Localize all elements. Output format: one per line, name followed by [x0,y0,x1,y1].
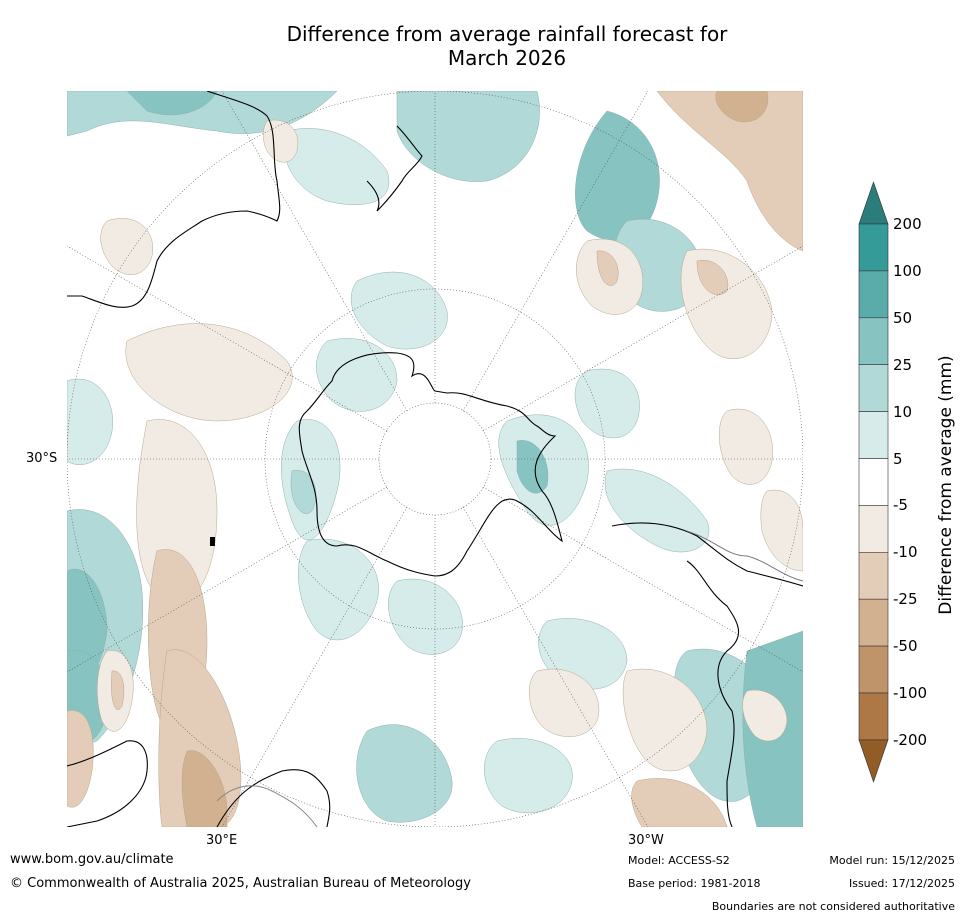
colorbar-tick-label: 50 [893,308,913,327]
colorbar-tick-label: -5 [893,496,908,515]
footer-url[interactable]: www.bom.gov.au/climate [10,852,174,867]
colorbar-tick-label: -10 [893,543,918,562]
footer-base-period: Base period: 1981-2018 [628,877,761,890]
colorbar-band [858,598,889,647]
colorbar-tick-label: -25 [893,590,918,609]
colorbar-tick-label: 5 [893,449,903,468]
colorbar-tick-label: 25 [893,355,913,374]
map-title: Difference from average rainfall forecas… [0,22,965,70]
colorbar-band [858,505,889,553]
antarctica-outline [298,352,563,577]
title-line-1: Difference from average rainfall forecas… [286,22,728,46]
lat-label-30s: 30°S [26,451,58,466]
colorbar-band [858,458,889,506]
colorbar-swatches [858,181,889,783]
south-america-outline [611,522,803,827]
australia-outline [67,91,281,308]
colorbar-band [858,551,889,600]
rainfall-anomaly-map [67,91,803,827]
africa-outline [67,740,331,827]
colorbar-tick-label: 100 [893,261,922,280]
south-america-border [686,530,803,582]
footer-issued: Issued: 17/12/2025 [848,877,955,890]
colorbar-bottom-arrow [858,739,889,783]
dry-anomaly-regions [67,91,803,827]
colorbar-band [858,317,889,365]
footer-copyright: © Commonwealth of Australia 2025, Austra… [10,876,471,891]
colorbar-band [858,645,889,694]
africa-border [216,785,318,827]
footer-disclaimer: Boundaries are not considered authoritat… [711,900,955,913]
colorbar-band [858,411,889,459]
footer-model-run: Model run: 15/12/2025 [829,854,955,867]
colorbar-band [858,223,889,272]
footer-model: Model: ACCESS-S2 [628,854,730,867]
colorbar-tick-label: -200 [893,730,928,749]
colorbar-tick-label: 10 [893,402,913,421]
colorbar-title: Difference from average (mm) [936,355,956,615]
colorbar-band [858,364,889,412]
colorbar-tick-label: -100 [893,684,928,702]
title-line-2: March 2026 [447,46,567,70]
colorbar-tick-label: -50 [893,637,918,656]
colorbar-band [858,692,889,741]
lon-label-30e: 30°E [206,833,238,848]
wet-anomaly-regions [67,91,803,827]
new-zealand-outline [366,125,423,212]
colorbar-band [858,270,889,319]
colorbar-tick-label: 200 [893,215,922,233]
graticule [67,91,803,827]
colorbar-top-arrow [858,181,889,225]
lon-label-30w: 30°W [628,833,664,848]
island-marker [210,537,215,546]
